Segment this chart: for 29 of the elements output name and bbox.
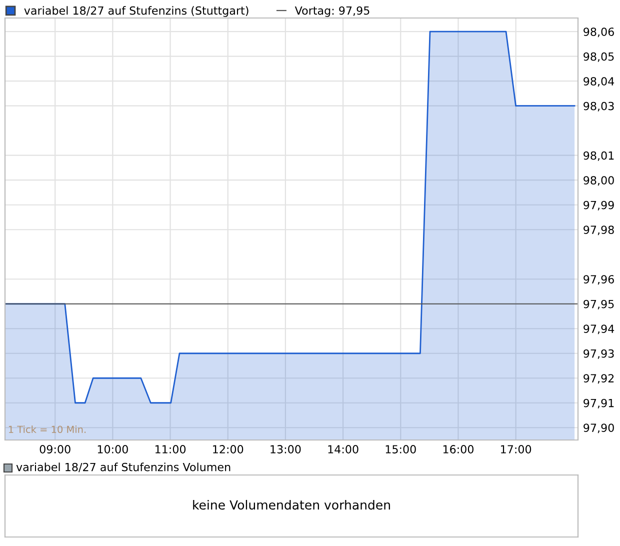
y-tick-label: 98,01 <box>584 151 614 161</box>
x-tick-label: 10:00 <box>98 445 128 454</box>
y-tick-label: 98,04 <box>584 77 614 87</box>
y-tick-label: 97,96 <box>584 275 614 285</box>
x-tick-label: 14:00 <box>328 445 358 454</box>
y-tick-label: 97,91 <box>584 398 614 408</box>
legend-label: Vortag: 97,95 <box>294 6 370 17</box>
annotation: 1 Tick = 10 Min. <box>8 426 86 434</box>
y-tick-label: 97,95 <box>584 300 614 310</box>
y-tick-label: 97,94 <box>584 324 614 334</box>
y-tick-label: 98,05 <box>584 52 614 62</box>
x-tick-label: 16:00 <box>443 445 474 454</box>
y-tick-label: 98,00 <box>584 176 614 186</box>
x-tick-label: 12:00 <box>213 445 244 454</box>
y-tick-label: 97,99 <box>584 200 614 210</box>
text: keine Volumendaten vorhanden <box>193 500 390 510</box>
text: variabel 18/27 auf Stufenzins Volumen <box>16 462 230 472</box>
y-tick-label: 98,06 <box>584 28 614 38</box>
x-tick-label: 09:00 <box>40 445 70 454</box>
y-tick-label: 98,03 <box>584 102 614 112</box>
x-tick-label: 11:00 <box>155 445 186 454</box>
y-tick-label: 97,90 <box>584 424 614 434</box>
x-tick-label: 15:00 <box>386 445 416 454</box>
y-tick-label: 97,98 <box>584 226 614 236</box>
legend-label: variabel 18/27 auf Stufenzins (Stuttgart) <box>24 6 248 17</box>
y-tick-label: 97,92 <box>584 374 614 384</box>
y-tick-label: 97,93 <box>584 349 614 359</box>
x-tick-label: 17:00 <box>501 445 532 454</box>
x-tick-label: 13:00 <box>270 445 301 454</box>
